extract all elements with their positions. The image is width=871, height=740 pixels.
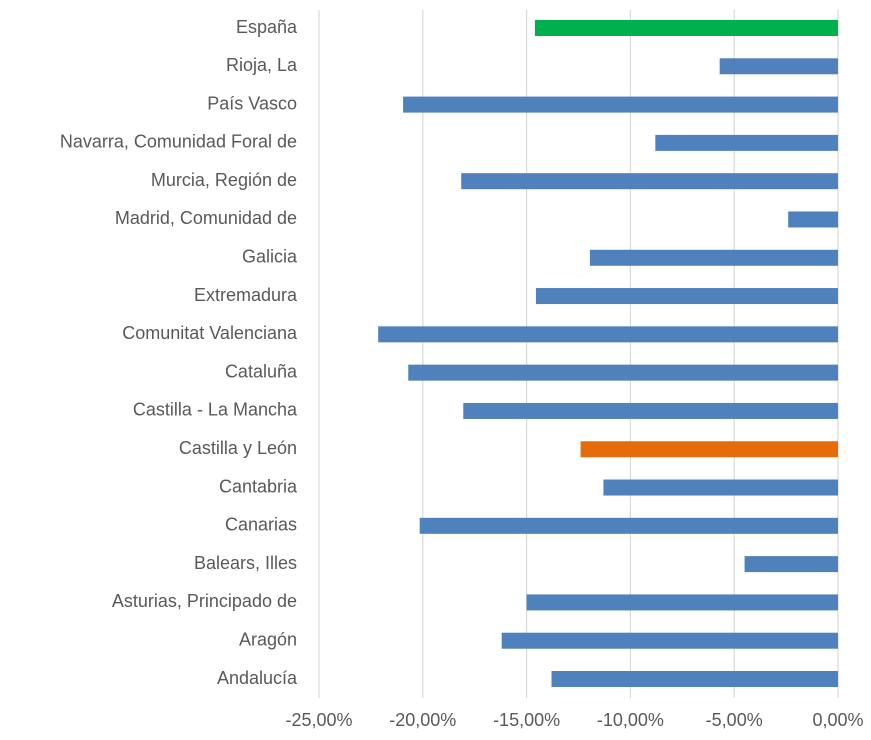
bar <box>551 671 838 687</box>
bar <box>589 249 838 266</box>
y-tick-label: Asturias, Principado de <box>112 591 297 611</box>
y-tick-label: Comunitat Valenciana <box>122 323 298 343</box>
y-tick-label: Madrid, Comunidad de <box>115 208 297 228</box>
bar <box>526 594 838 611</box>
y-tick-label: Castilla y León <box>179 438 297 458</box>
bar <box>501 632 838 649</box>
y-tick-label: Cantabria <box>219 476 298 496</box>
x-tick-label: -20,00% <box>389 710 456 730</box>
x-tick-label: -15,00% <box>493 710 560 730</box>
y-tick-label: Balears, Illes <box>194 553 297 573</box>
x-tick-label: -5,00% <box>706 710 763 730</box>
bar <box>744 556 838 573</box>
bar <box>403 96 838 113</box>
bar <box>463 402 838 419</box>
bar <box>378 326 838 343</box>
y-tick-label: Rioja, La <box>226 55 298 75</box>
y-tick-label: Cataluña <box>225 361 298 381</box>
x-tick-label: -10,00% <box>597 710 664 730</box>
y-tick-label: País Vasco <box>207 93 297 113</box>
bar <box>534 20 838 36</box>
y-tick-label: Navarra, Comunidad Foral de <box>60 132 297 152</box>
bar <box>655 134 838 151</box>
y-tick-label: España <box>236 17 298 37</box>
y-tick-label: Andalucía <box>217 668 298 688</box>
bar <box>419 517 838 534</box>
bar <box>461 173 838 190</box>
y-tick-label: Aragón <box>239 629 297 649</box>
x-tick-label: 0,00% <box>812 710 863 730</box>
bar <box>408 364 838 381</box>
y-tick-label: Murcia, Región de <box>151 170 297 190</box>
bar <box>535 288 838 305</box>
x-tick-label: -25,00% <box>285 710 352 730</box>
bar <box>719 58 838 75</box>
y-tick-label: Extremadura <box>194 285 298 305</box>
bar <box>580 441 838 458</box>
bar <box>788 211 838 228</box>
y-tick-label: Canarias <box>225 515 297 535</box>
y-tick-label: Castilla - La Mancha <box>133 400 298 420</box>
bar <box>603 479 838 496</box>
y-tick-label: Galicia <box>242 247 298 267</box>
